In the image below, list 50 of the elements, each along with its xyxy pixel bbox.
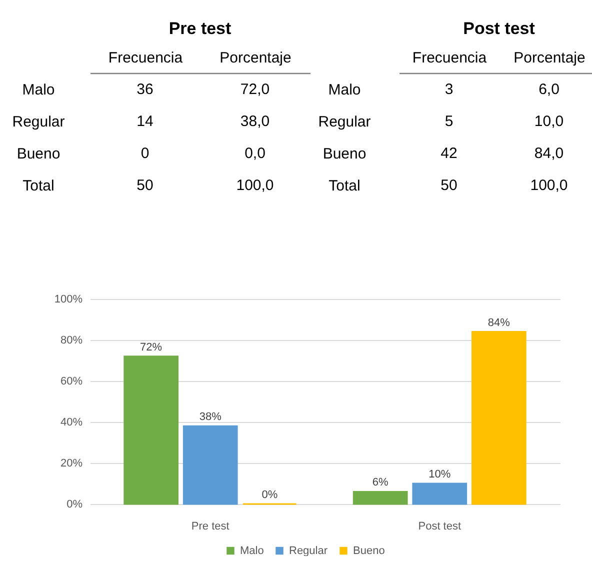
y-tick-label: Malo xyxy=(328,82,361,98)
data-label: 84,0 xyxy=(534,145,564,162)
data-label: 84% xyxy=(488,316,510,329)
y-tick-label: Total xyxy=(22,178,54,194)
bar xyxy=(471,331,526,505)
data-label: 38,0 xyxy=(240,113,270,130)
data-label: 6% xyxy=(372,476,389,489)
y-tick-label: 60% xyxy=(60,376,83,388)
data-label: 10% xyxy=(428,468,451,480)
data-label: 50 xyxy=(136,177,154,194)
y-tick-label: Regular xyxy=(12,114,65,130)
bar xyxy=(124,356,179,505)
x-tick-label: Porcentaje xyxy=(514,50,586,66)
data-label: 14 xyxy=(136,113,154,130)
data-label: 36 xyxy=(136,81,154,98)
data-label: 72% xyxy=(140,341,162,354)
data-label: 0,0 xyxy=(244,145,266,162)
x-tick-label: Frecuencia xyxy=(108,50,184,66)
y-tick-label: Bueno xyxy=(322,146,366,162)
y-tick-label: 0% xyxy=(66,498,83,510)
bar xyxy=(412,482,468,505)
bar xyxy=(352,490,408,505)
data-label: 50 xyxy=(440,177,458,194)
data-label: 5 xyxy=(444,113,454,130)
data-label: 0 xyxy=(140,145,150,162)
y-tick-label: 80% xyxy=(60,334,83,346)
y-tick-label: 40% xyxy=(60,416,83,428)
data-label: 100,0 xyxy=(530,177,568,194)
data-label: 42 xyxy=(440,145,458,162)
y-tick-label: Regular xyxy=(318,114,371,130)
y-tick-label: Total xyxy=(328,178,360,194)
legend-label: Malo xyxy=(240,544,264,557)
data-label: 6,0 xyxy=(538,81,560,98)
data-label: 10,0 xyxy=(534,113,564,130)
data-label: 0% xyxy=(262,489,278,501)
y-tick-label: Bueno xyxy=(16,146,60,162)
y-tick-label: Malo xyxy=(22,82,55,98)
data-label: 100,0 xyxy=(236,177,274,194)
y-tick-label: 20% xyxy=(60,458,83,470)
chart-title: Post test xyxy=(463,19,536,38)
legend-label: Bueno xyxy=(353,544,385,557)
data-label: 3 xyxy=(444,81,454,98)
x-tick-label: Porcentaje xyxy=(220,50,292,66)
y-tick-label: 100% xyxy=(54,294,83,306)
chart-title: Pre test xyxy=(168,19,232,38)
legend-label: Regular xyxy=(289,544,328,557)
bar xyxy=(182,425,238,505)
data-label: 72,0 xyxy=(240,81,270,98)
data-label: 38% xyxy=(199,411,222,424)
x-tick-label: Frecuencia xyxy=(412,50,488,66)
